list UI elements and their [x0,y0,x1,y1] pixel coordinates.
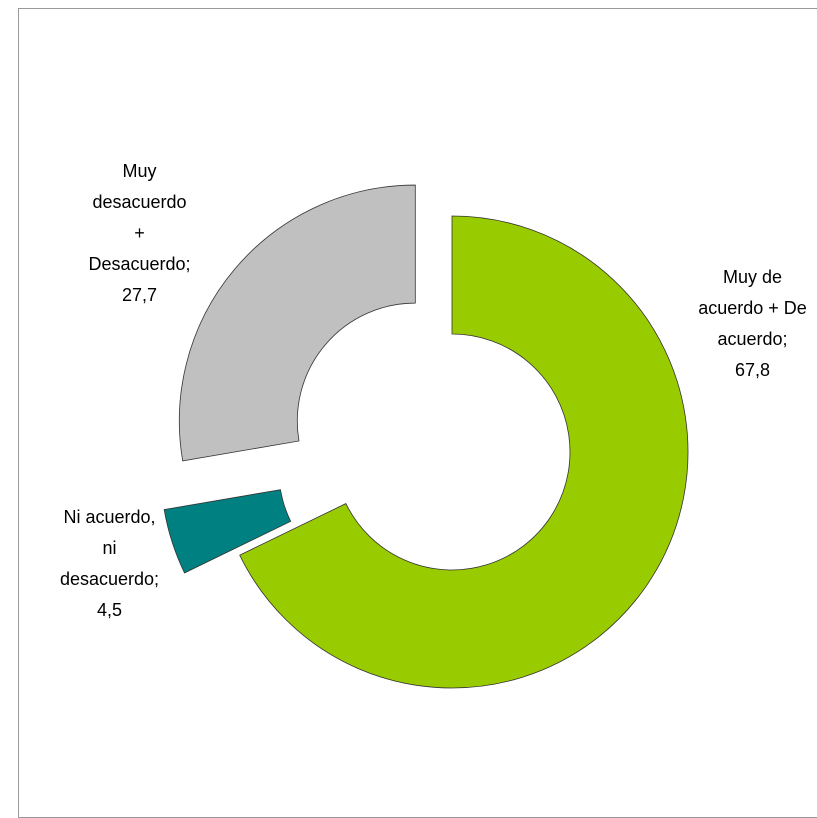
value-label: 67,8 [734,360,771,380]
category-label: Ni acuerdo, ni desacuerdo; [59,507,160,589]
value-label: 4,5 [96,600,123,620]
value-label: 27,7 [121,285,158,305]
data-label: Muy desacuerdo + Desacuerdo; 27,7 [87,156,192,311]
category-label: Muy desacuerdo + Desacuerdo; [88,161,191,274]
donut-segment [163,489,292,574]
data-label: Ni acuerdo, ni desacuerdo; 4,5 [57,502,162,626]
data-label: Muy de acuerdo + De acuerdo; 67,8 [695,262,810,386]
category-label: Muy de acuerdo + De acuerdo; [698,267,807,349]
donut-segment [178,184,416,462]
donut-segment [239,215,689,689]
